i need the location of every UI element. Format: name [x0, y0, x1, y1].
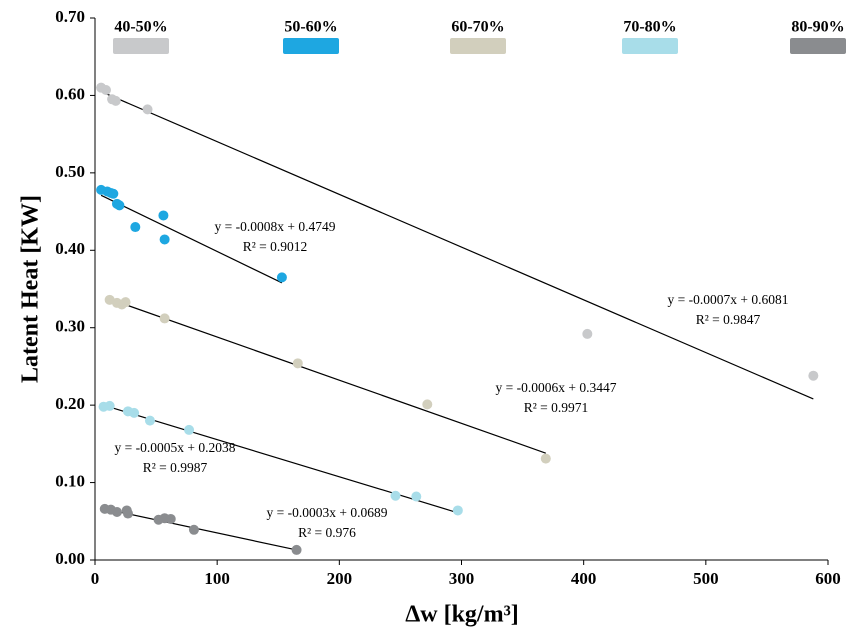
legend-label: 80-90%: [791, 19, 844, 36]
point: [188, 524, 199, 535]
point: [808, 370, 819, 381]
legend-label: 60-70%: [451, 19, 504, 36]
legend-swatch: [450, 38, 506, 54]
point: [276, 272, 287, 283]
point: [390, 490, 401, 501]
trend-r2: R² = 0.9012: [243, 239, 308, 254]
trendline: [100, 91, 814, 400]
legend-label: 50-60%: [284, 19, 337, 36]
legend-swatch: [113, 38, 169, 54]
x-tick-label: 600: [815, 569, 841, 588]
point: [184, 424, 195, 435]
legend-label: 40-50%: [114, 19, 167, 36]
point: [130, 222, 141, 233]
point: [110, 95, 121, 106]
y-tick-label: 0.10: [55, 471, 85, 490]
y-tick-label: 0.60: [55, 84, 85, 103]
trendline: [104, 508, 297, 551]
point: [540, 453, 551, 464]
point: [159, 234, 170, 245]
point: [291, 544, 302, 555]
trend-r2: R² = 0.9987: [143, 460, 208, 475]
x-tick-label: 400: [571, 569, 597, 588]
x-tick-label: 0: [91, 569, 100, 588]
y-tick-label: 0.20: [55, 394, 85, 413]
point: [158, 210, 169, 221]
x-tick-label: 100: [204, 569, 230, 588]
trend-r2: R² = 0.9971: [524, 400, 589, 415]
point: [165, 513, 176, 524]
point: [114, 200, 125, 211]
trend-equation: y = -0.0008x + 0.4749: [215, 219, 336, 234]
point: [159, 313, 170, 324]
trend-equation: y = -0.0003x + 0.0689: [267, 505, 388, 520]
point: [129, 407, 140, 418]
legend-label: 70-80%: [623, 19, 676, 36]
point: [111, 506, 122, 517]
x-tick-label: 300: [449, 569, 475, 588]
point: [144, 415, 155, 426]
point: [422, 399, 433, 410]
y-tick-label: 0.50: [55, 162, 85, 181]
point: [120, 297, 131, 308]
trend-equation: y = -0.0006x + 0.3447: [496, 380, 617, 395]
point: [104, 400, 115, 411]
trend-r2: R² = 0.976: [298, 525, 356, 540]
y-tick-label: 0.30: [55, 317, 85, 336]
point: [100, 85, 111, 96]
point: [292, 358, 303, 369]
trendline: [109, 298, 546, 454]
x-axis-label: Δw [kg/m³]: [405, 602, 519, 628]
legend-swatch: [622, 38, 678, 54]
point: [122, 508, 133, 519]
y-axis-label: Latent Heat [KW]: [18, 195, 44, 383]
x-tick-label: 200: [327, 569, 353, 588]
trendline: [103, 404, 459, 514]
y-tick-label: 0.00: [55, 549, 85, 568]
legend-swatch: [790, 38, 846, 54]
point: [142, 104, 153, 115]
point: [108, 188, 119, 199]
trend-r2: R² = 0.9847: [696, 312, 761, 327]
legend-swatch: [283, 38, 339, 54]
trend-equation: y = -0.0007x + 0.6081: [668, 292, 789, 307]
point: [452, 505, 463, 516]
x-tick-label: 500: [693, 569, 719, 588]
trend-equation: y = -0.0005x + 0.2038: [115, 440, 236, 455]
y-tick-label: 0.40: [55, 239, 85, 258]
trendline: [100, 194, 283, 284]
point: [582, 328, 593, 339]
y-tick-label: 0.70: [55, 7, 85, 26]
point: [411, 491, 422, 502]
